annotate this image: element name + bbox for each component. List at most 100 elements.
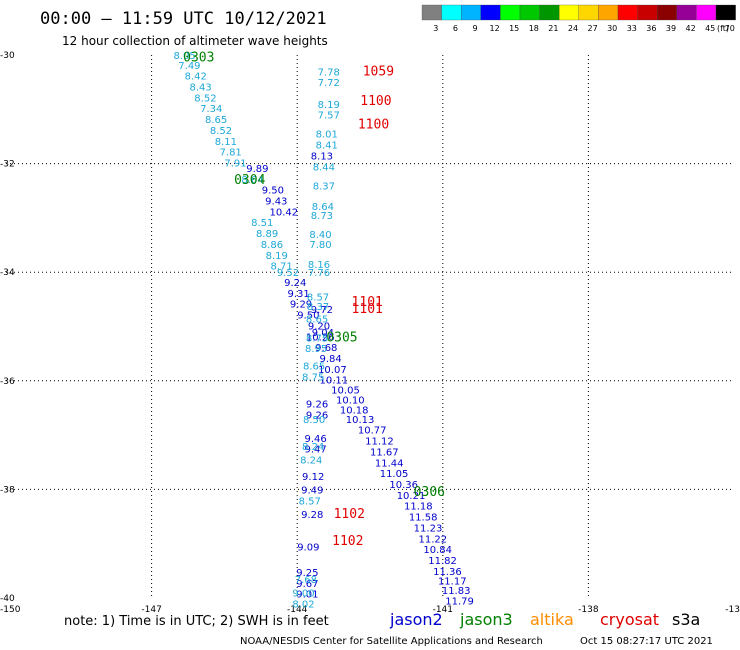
- swh-value: 10.11: [320, 376, 349, 387]
- swh-value: 9.04: [312, 328, 334, 339]
- x-tick-label: -150: [0, 605, 21, 615]
- swh-value: 9.68: [315, 343, 337, 354]
- swh-value: 8.65: [303, 362, 325, 373]
- swh-value: 8.64: [241, 175, 263, 186]
- legend-label: 42: [686, 24, 696, 33]
- legend-swatch: [715, 4, 736, 21]
- swh-value: 9.31: [287, 289, 309, 300]
- swh-value: 9.29: [290, 300, 312, 311]
- swh-value: 8.02: [292, 599, 314, 610]
- legend-label: 45: [705, 24, 715, 33]
- y-tick-label: -34: [0, 268, 15, 278]
- legend-label: 12: [490, 24, 500, 33]
- legend-label: 15: [509, 24, 519, 33]
- legend-swatch: [461, 4, 481, 21]
- swh-value: 11.22: [419, 534, 448, 545]
- swh-value: 10.21: [397, 491, 426, 502]
- swh-value: 11.58: [409, 513, 438, 524]
- legend-swatch: [421, 4, 442, 21]
- swh-value: 11.44: [375, 458, 404, 469]
- y-tick-label: -30: [0, 51, 15, 61]
- swh-value: 7.78: [318, 67, 340, 78]
- swh-value: 9.50: [262, 186, 284, 197]
- swh-value: 8.11: [215, 137, 237, 148]
- swh-value: 9.67: [296, 579, 318, 590]
- pass-time-label: 1102: [334, 507, 365, 522]
- swh-value: 8.57: [299, 496, 321, 507]
- swh-value: 10.84: [423, 545, 452, 556]
- x-tick-label: -141: [433, 605, 453, 615]
- swh-value: 8.64: [312, 202, 334, 213]
- legend-label: 3: [433, 24, 438, 33]
- swh-value: 10.26: [306, 332, 335, 343]
- swh-value: 11.17: [438, 577, 467, 588]
- swh-value: 8.57: [307, 293, 329, 304]
- satellite-legend: jason2 jason3 altika cryosat s3a: [389, 610, 700, 629]
- swh-value: 7.34: [200, 104, 222, 115]
- swh-value: 7.76: [308, 268, 330, 279]
- legend-swatch: [441, 4, 462, 21]
- legend-label: 30: [607, 24, 617, 33]
- swh-value: 8.37: [307, 302, 329, 313]
- satellite-name: jason3: [459, 610, 513, 629]
- swh-value: 10.13: [346, 415, 375, 426]
- y-tick-label: -40: [0, 594, 15, 604]
- swh-value: 9.72: [311, 305, 333, 316]
- swh-value: 8.01: [316, 130, 338, 141]
- swh-value: 10.18: [340, 406, 369, 417]
- swh-value: 9.46: [304, 434, 326, 445]
- swh-value: 7.80: [309, 240, 331, 251]
- pass-time-label: 0303: [183, 51, 214, 66]
- swh-value: 10.10: [336, 395, 365, 406]
- pass-time-label: 1100: [358, 118, 389, 133]
- swh-value: 8.73: [311, 211, 333, 222]
- legend-swatch: [617, 4, 638, 21]
- swh-value: 8.50: [303, 415, 325, 426]
- x-tick-label: -138: [578, 605, 599, 615]
- swh-value: 9.25: [296, 568, 318, 579]
- grid: [6, 55, 734, 598]
- chart-subtitle: 12 hour collection of altimeter wave hei…: [62, 34, 328, 48]
- legend-label: 39: [666, 24, 676, 33]
- satellite-name: jason2: [389, 610, 443, 629]
- swh-value: 11.82: [428, 556, 457, 567]
- swh-value: 9.12: [302, 472, 324, 483]
- swh-value: 10.77: [358, 426, 387, 437]
- swh-value: 8.37: [313, 181, 335, 192]
- swh-value: 9.52: [277, 268, 299, 279]
- color-legend: 3 6 9 12 15 18 21 24 27 30 33 36 39 42 45 70(ft): [421, 4, 736, 33]
- swh-value: 8.75: [302, 372, 324, 383]
- swh-value: 9.20: [308, 321, 330, 332]
- footer-timestamp: Oct 15 08:27:17 UTC 2021: [580, 636, 713, 647]
- swh-value: 8.24: [300, 456, 322, 467]
- swh-value: 9.09: [297, 542, 319, 553]
- swh-value: 10.42: [270, 207, 299, 218]
- satellite-name: altika: [530, 610, 574, 629]
- swh-value: 9.47: [304, 445, 326, 456]
- swh-value: 9.24: [284, 278, 306, 289]
- swh-value: 7.91: [224, 159, 246, 170]
- swh-value: 11.79: [445, 597, 474, 608]
- swh-value: 8.42: [185, 72, 207, 83]
- swh-value: 8.65: [306, 314, 328, 325]
- pass-time-label: 1100: [360, 94, 391, 109]
- swh-value: 8.44: [313, 162, 335, 173]
- pass-time-label: 1059: [363, 64, 394, 79]
- swh-value: 11.23: [414, 523, 443, 534]
- pass-time-label: 0304: [234, 173, 265, 188]
- swh-value: 8.65: [205, 115, 227, 126]
- pass-time-label: 1101: [352, 302, 383, 317]
- pass-time-label: 1101: [352, 295, 383, 310]
- swh-value: 10.07: [318, 365, 347, 376]
- data-points: 8.057.498.428.438.527.348.658.528.117.81…: [173, 51, 473, 611]
- swh-value: 11.83: [442, 586, 471, 597]
- x-tick-label: -147: [141, 605, 161, 615]
- satellite-name: cryosat: [600, 610, 659, 629]
- swh-value: 8.43: [189, 82, 211, 93]
- swh-value: 7.57: [318, 111, 340, 122]
- swh-value: 9.01: [296, 590, 318, 601]
- swh-value: 7.72: [318, 78, 340, 89]
- swh-value: 9.50: [297, 311, 319, 322]
- legend-swatch: [696, 4, 717, 21]
